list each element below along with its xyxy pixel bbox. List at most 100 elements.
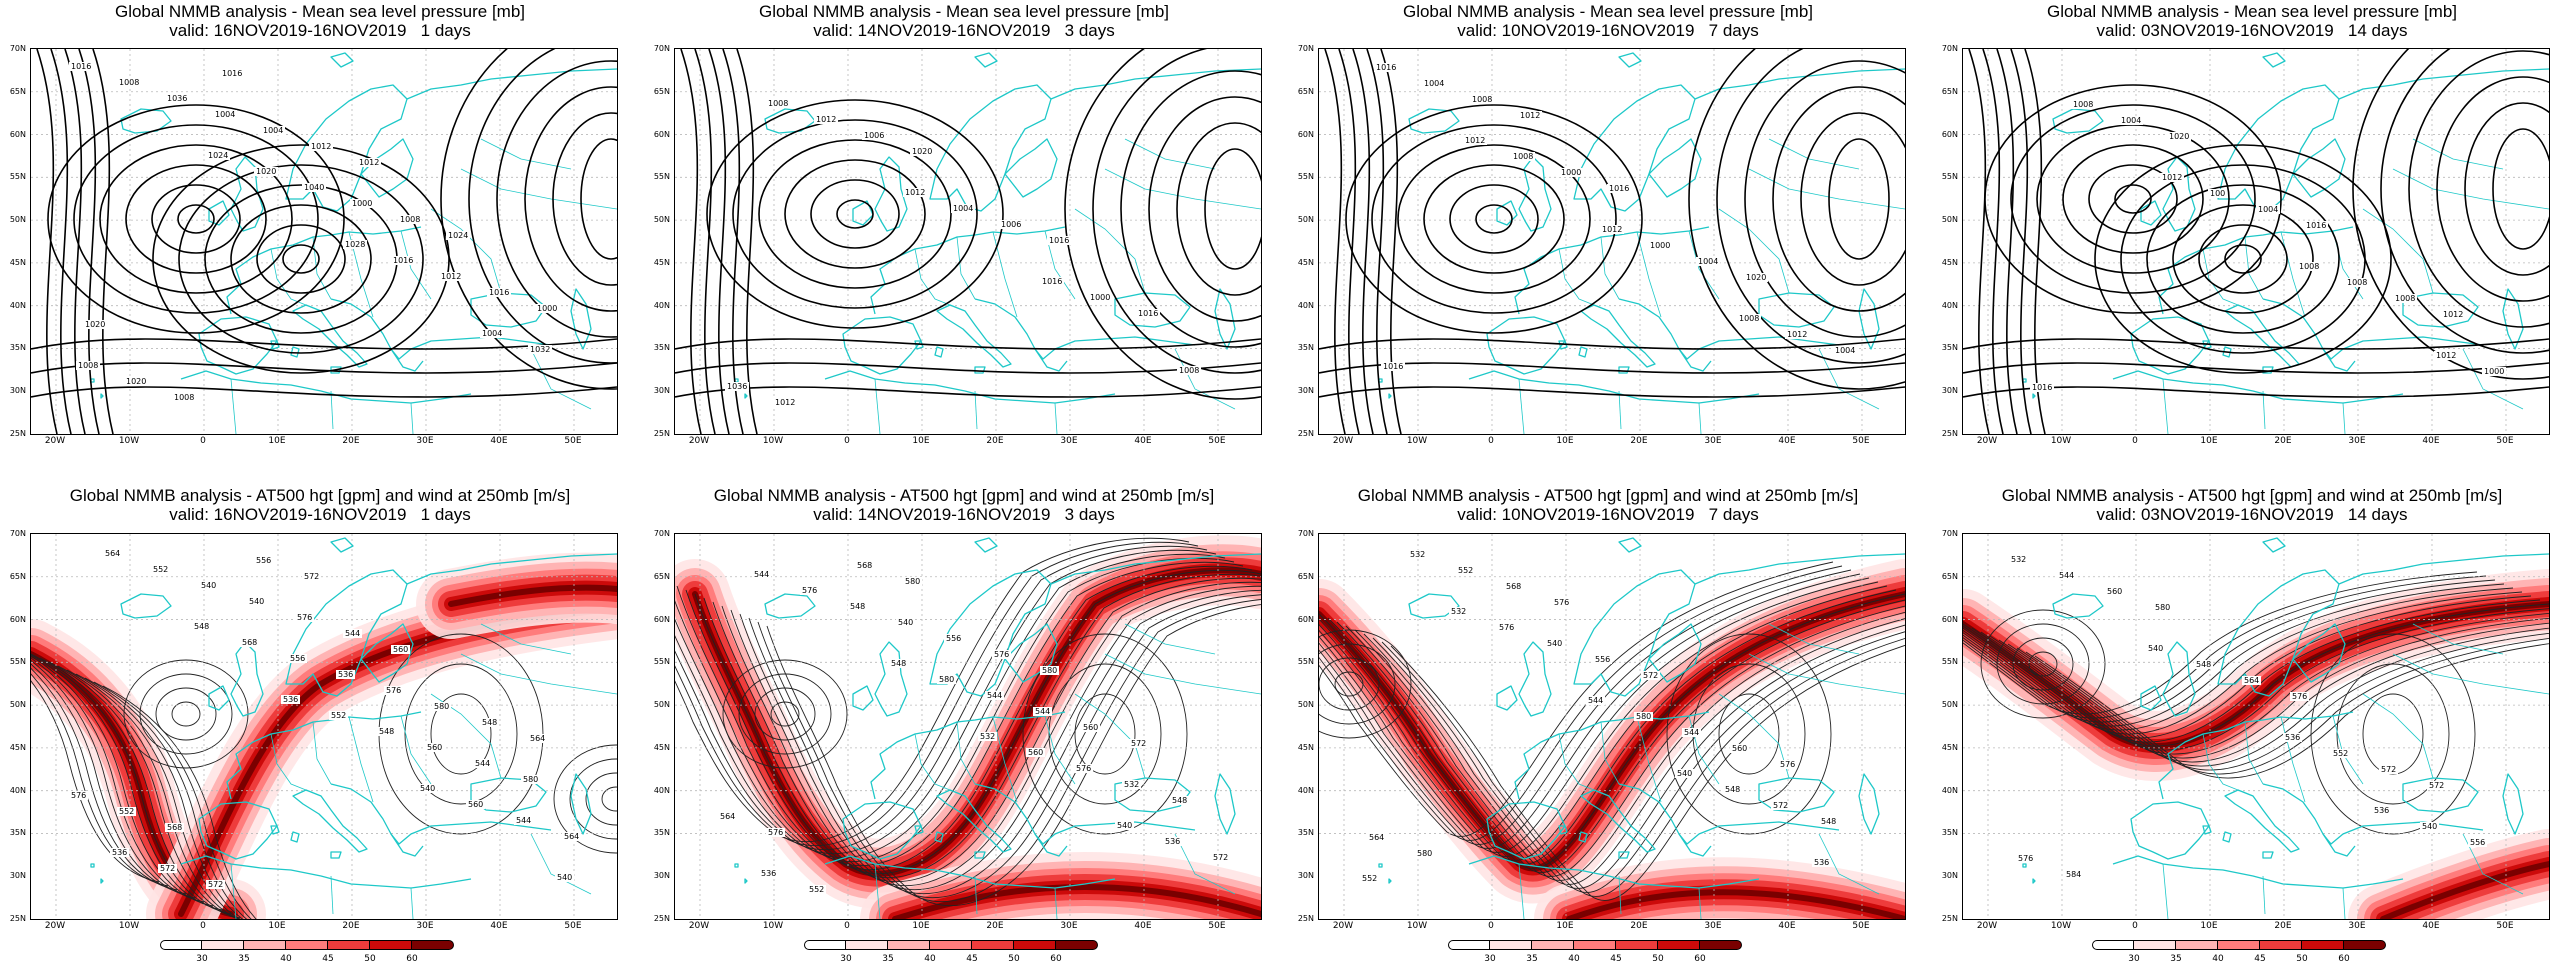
colorbar-swatch bbox=[160, 940, 202, 950]
colorbar-label: 60 bbox=[1694, 954, 1706, 964]
colorbar-swatch bbox=[1658, 940, 1700, 950]
contour-label: 580 bbox=[939, 675, 954, 684]
colorbar-label: 60 bbox=[2338, 954, 2350, 964]
lat-label: 60N bbox=[9, 614, 26, 624]
contour-label: 1004 bbox=[2121, 116, 2141, 125]
map-svg: 1012 1008 1012 1008 100 1008 1000 1004 1004 1008 1… bbox=[1963, 49, 2549, 434]
lon-label: 10W bbox=[2050, 921, 2072, 931]
colorbar-swatch bbox=[1448, 940, 1490, 950]
lon-label: 20E bbox=[2274, 436, 2292, 446]
contour-label: 576 bbox=[2292, 692, 2307, 701]
contour-label: 1000 bbox=[2484, 367, 2504, 376]
lat-label: 60N bbox=[1297, 614, 1314, 624]
colorbar-swatch bbox=[1574, 940, 1616, 950]
z500-panel: Global NMMB analysis - AT500 hgt [gpm] a… bbox=[1288, 482, 1928, 964]
contour-label: 540 bbox=[898, 618, 913, 627]
lat-label: 70N bbox=[1297, 44, 1314, 53]
lat-label: 65N bbox=[653, 86, 670, 96]
lat-label: 55N bbox=[1941, 172, 1958, 182]
contour-label: 540 bbox=[420, 784, 435, 793]
colorbar-label: 40 bbox=[2212, 954, 2224, 964]
contour-label: 564 bbox=[2244, 676, 2259, 685]
lat-label: 55N bbox=[1297, 657, 1314, 667]
lat-label: 25N bbox=[1297, 914, 1314, 923]
lat-label: 60N bbox=[1941, 614, 1958, 624]
wind-shading bbox=[1963, 569, 2549, 919]
lon-label: 40E bbox=[2422, 436, 2440, 446]
lon-label: 50E bbox=[1208, 921, 1226, 931]
contour-label: 544 bbox=[1035, 707, 1050, 716]
contour-label: 1000 bbox=[537, 304, 557, 313]
lat-label: 50N bbox=[1297, 215, 1314, 225]
contour-label: 1006 bbox=[864, 131, 884, 140]
colorbar-label: 30 bbox=[1484, 954, 1496, 964]
contour-label: 556 bbox=[1595, 655, 1610, 664]
lat-label: 50N bbox=[653, 215, 670, 225]
contour-label: 1012 bbox=[816, 115, 836, 124]
lon-label: 50E bbox=[1852, 436, 1870, 446]
lon-label: 50E bbox=[1208, 436, 1226, 446]
contour-label: 1016 bbox=[1049, 236, 1069, 245]
lat-label: 35N bbox=[9, 343, 26, 353]
contour-label: 1008 bbox=[1739, 314, 1759, 323]
lat-label: 25N bbox=[9, 914, 26, 923]
colorbar-label: 45 bbox=[322, 954, 334, 964]
panel-valid-date: valid: 14NOV2019-16NOV2019 3 days bbox=[813, 505, 1115, 524]
lat-label: 40N bbox=[1941, 785, 1958, 795]
lon-label: 0 bbox=[200, 436, 206, 446]
map-area: 1012 1012 1008 1016 1008 1000 1012 1004 1000 1004… bbox=[1318, 48, 1906, 435]
coastlines bbox=[2022, 537, 2549, 889]
contour-label: 560 bbox=[1028, 748, 1043, 757]
lon-label: 20E bbox=[1630, 436, 1648, 446]
lat-label: 55N bbox=[653, 657, 670, 667]
lat-label: 25N bbox=[653, 914, 670, 923]
lat-label: 70N bbox=[1941, 529, 1958, 538]
lon-label: 20W bbox=[1332, 921, 1354, 931]
contour-label: 1004 bbox=[263, 126, 283, 135]
contour-label: 564 bbox=[1369, 833, 1384, 842]
colorbar-label: 35 bbox=[1526, 954, 1538, 964]
contour-label: 552 bbox=[1362, 874, 1377, 883]
contour-label: 576 bbox=[1780, 760, 1795, 769]
contour-label: 556 bbox=[256, 556, 271, 565]
lat-label: 65N bbox=[1297, 86, 1314, 96]
grid-lines bbox=[1963, 49, 2549, 434]
colorbar-swatch bbox=[202, 940, 244, 950]
contour-label: 572 bbox=[2381, 765, 2396, 774]
colorbar-swatch bbox=[888, 940, 930, 950]
lon-label: 50E bbox=[564, 921, 582, 931]
lon-label: 50E bbox=[2496, 921, 2514, 931]
contour-label: 1008 bbox=[174, 393, 194, 402]
lat-label: 50N bbox=[1941, 215, 1958, 225]
lon-label: 40E bbox=[1778, 436, 1796, 446]
contour-label: 564 bbox=[530, 734, 545, 743]
map-svg: 1008 1012 1016 1008 1012 1004 1000 1036 1006 1006… bbox=[675, 49, 1261, 434]
lat-label: 55N bbox=[9, 172, 26, 182]
grid-lines bbox=[31, 534, 617, 919]
lon-label: 0 bbox=[1488, 921, 1494, 931]
contour-label: 552 bbox=[1458, 566, 1473, 575]
lat-label: 45N bbox=[9, 257, 26, 267]
country-borders bbox=[874, 623, 1261, 919]
lon-label: 20W bbox=[44, 436, 66, 446]
contour-label: 564 bbox=[564, 832, 579, 841]
contour-label: 552 bbox=[331, 711, 346, 720]
panel-valid-date: valid: 16NOV2019-16NOV2019 1 days bbox=[169, 21, 471, 40]
lon-label: 10W bbox=[118, 436, 140, 446]
lat-label: 35N bbox=[1941, 828, 1958, 838]
colorbar-swatch bbox=[2134, 940, 2176, 950]
panel-valid-date: valid: 16NOV2019-16NOV2019 1 days bbox=[169, 505, 471, 524]
contour-label: 1000 bbox=[1650, 241, 1670, 250]
contour-label: 536 bbox=[1165, 837, 1180, 846]
lat-label: 50N bbox=[653, 700, 670, 710]
contour-label: 544 bbox=[754, 570, 769, 579]
contour-label: 1020 bbox=[126, 377, 146, 386]
lon-label: 20E bbox=[2274, 921, 2292, 931]
contour-label: 576 bbox=[1076, 764, 1091, 773]
contour-label: 552 bbox=[119, 807, 134, 816]
z500-panel: Global NMMB analysis - AT500 hgt [gpm] a… bbox=[1932, 482, 2560, 964]
lon-label: 50E bbox=[2496, 436, 2514, 446]
contour-label: 532 bbox=[1124, 780, 1139, 789]
lat-label: 45N bbox=[1297, 257, 1314, 267]
contour-label: 532 bbox=[1410, 550, 1425, 559]
